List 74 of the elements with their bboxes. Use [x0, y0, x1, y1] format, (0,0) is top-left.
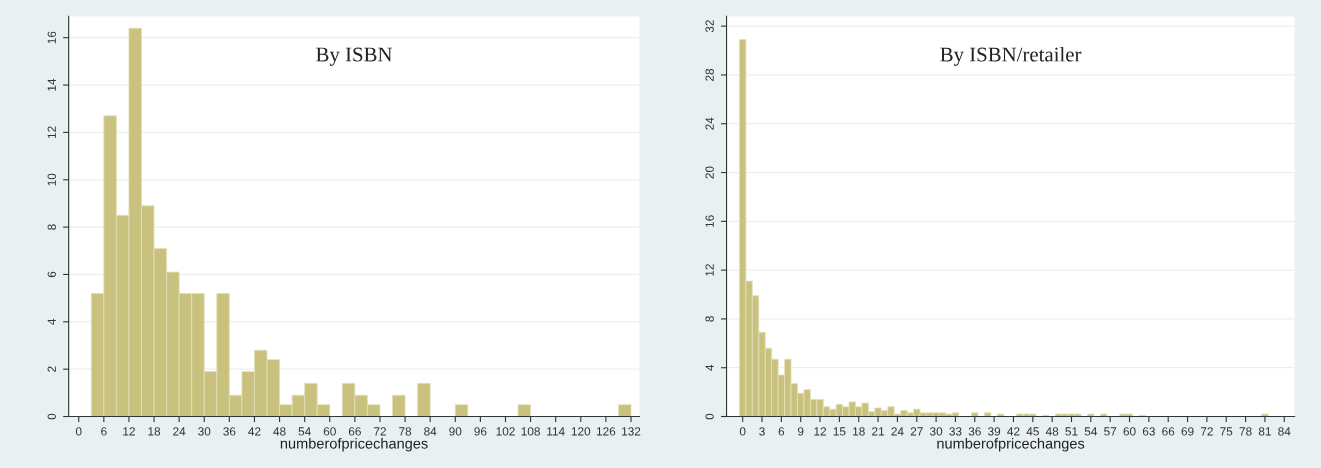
y-tick-label: 4 — [47, 318, 56, 325]
x-tick-label: 102 — [496, 427, 515, 436]
x-tick-label: 0 — [75, 427, 82, 436]
x-tick-label: 75 — [1220, 427, 1233, 436]
x-tick-label: 30 — [929, 427, 943, 436]
x-tick-label: 60 — [323, 427, 336, 436]
x-tick-label: 81 — [1258, 427, 1271, 436]
x-tick-label: 39 — [988, 427, 1001, 436]
x-tick-label: 3 — [759, 427, 765, 436]
x-tick-label: 78 — [399, 427, 412, 436]
x-tick-label: 72 — [1200, 427, 1213, 436]
x-tick-label: 48 — [273, 427, 286, 436]
x-tick-label: 27 — [910, 427, 923, 436]
x-tick-label: 36 — [968, 427, 981, 436]
x-tick-label: 69 — [1181, 427, 1194, 436]
x-tick-label: 66 — [1162, 427, 1175, 436]
x-tick-label: 15 — [833, 427, 846, 436]
x-tick-label: 30 — [198, 427, 211, 436]
x-tick-label: 60 — [1123, 427, 1136, 436]
x-tick-label: 114 — [547, 427, 565, 436]
x-tick-label: 42 — [248, 427, 261, 436]
x-axis-title: numberofpricechanges — [937, 437, 1085, 452]
x-tick-label: 24 — [173, 427, 186, 436]
x-tick-label: 45 — [1026, 427, 1039, 436]
x-tick-label: 96 — [474, 427, 487, 436]
x-tick-label: 6 — [101, 427, 107, 436]
y-tick-label: 16 — [47, 31, 56, 44]
y-tick-label: 28 — [705, 68, 714, 81]
x-tick-label: 12 — [123, 427, 135, 436]
x-axis-title: numberofpricechanges — [280, 437, 428, 452]
x-tick-label: 33 — [949, 427, 962, 436]
x-tick-label: 108 — [521, 427, 540, 436]
x-tick-label: 84 — [1278, 427, 1291, 436]
x-tick-label: 90 — [449, 427, 462, 436]
x-tick-label: 78 — [1239, 427, 1252, 436]
y-tick-label: 8 — [705, 316, 714, 322]
x-tick-label: 21 — [872, 427, 885, 436]
x-tick-label: 24 — [891, 427, 904, 436]
x-tick-label: 126 — [596, 427, 616, 436]
x-tick-label: 57 — [1104, 427, 1117, 436]
y-tick-label: 16 — [705, 215, 714, 227]
x-tick-label: 132 — [622, 427, 641, 436]
x-tick-label: 54 — [298, 427, 311, 436]
y-tick-label: 2 — [47, 366, 56, 372]
x-tick-label: 18 — [853, 427, 865, 436]
x-tick-label: 42 — [1007, 427, 1020, 436]
y-tick-label: 0 — [705, 413, 714, 420]
x-tick-label: 72 — [374, 427, 386, 436]
y-tick-label: 0 — [47, 413, 56, 420]
x-tick-label: 54 — [1084, 427, 1098, 436]
x-tick-label: 66 — [348, 427, 361, 436]
x-tick-label: 48 — [1045, 427, 1059, 436]
y-tick-label: 10 — [47, 173, 56, 186]
y-tick-label: 24 — [705, 117, 714, 130]
x-tick-label: 6 — [778, 427, 785, 436]
y-tick-label: 20 — [705, 166, 714, 179]
y-tick-label: 14 — [47, 78, 56, 91]
y-tick-label: 12 — [47, 126, 56, 139]
text: By ISBN/retailer — [940, 46, 1082, 66]
y-tick-label: 32 — [705, 20, 714, 33]
y-tick-label: 6 — [47, 271, 56, 278]
x-tick-label: 9 — [797, 427, 804, 436]
x-tick-label: 0 — [739, 427, 746, 436]
y-tick-label: 4 — [705, 364, 714, 371]
x-tick-label: 18 — [148, 427, 161, 436]
y-tick-label: 12 — [705, 264, 714, 276]
text: By ISBN — [316, 47, 393, 66]
x-tick-label: 120 — [571, 427, 591, 436]
x-tick-label: 84 — [424, 427, 437, 436]
x-tick-label: 51 — [1065, 427, 1078, 436]
y-tick-label: 8 — [47, 224, 56, 230]
x-tick-label: 36 — [223, 427, 236, 436]
x-tick-label: 63 — [1142, 427, 1155, 436]
x-tick-label: 12 — [814, 427, 827, 436]
